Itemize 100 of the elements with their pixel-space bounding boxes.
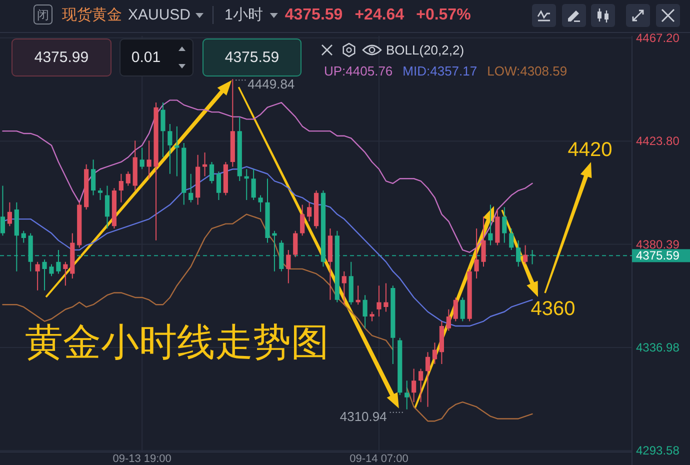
candlestick [216,171,222,200]
candlestick [467,268,472,322]
annotation: 4375.59 [224,49,280,66]
text: 黄金小时线走势图 [25,322,329,364]
candlestick [398,338,402,395]
candlestick [84,164,89,210]
annotation: 4375.99 [34,49,89,66]
candlestick [530,250,535,264]
candlestick [230,79,235,167]
text: 4375.59 [284,6,343,24]
candlestick [42,259,47,290]
candlestick [140,148,144,170]
candlestick [293,230,298,258]
candlestick [244,169,249,200]
candlestick [174,126,180,176]
candlestick [168,124,172,174]
text: 4420 [568,139,612,161]
candlestick [286,250,291,284]
candlestick [418,368,424,402]
text: 闭 [37,8,49,22]
candlestick [523,245,528,264]
candlestick [334,230,340,302]
candlestick [126,171,130,186]
annotation: 4449.84 [248,76,295,92]
candlestick [223,162,228,196]
candlestick [63,262,68,286]
candlestick [342,271,346,305]
annotation: 0.01 [131,49,161,66]
candlestick [21,230,26,243]
candlestick [432,342,438,364]
candlestick [279,240,284,272]
candlestick [474,228,479,278]
candlestick [356,286,360,305]
candlestick [265,178,270,243]
candlestick [446,309,451,331]
candlestick [314,190,319,229]
candlestick [439,321,444,364]
candlestick [104,186,110,229]
candlestick [209,162,214,184]
candlestick [237,116,242,182]
candlestick [272,230,277,272]
candlestick [509,228,514,250]
candlestick [56,250,61,274]
candlestick [328,228,333,300]
text: UP:4405.76 [324,64,393,78]
candlestick [453,297,458,322]
candlestick [154,102,158,240]
candlestick [35,262,40,290]
candlestick [348,262,354,305]
candlestick [370,312,374,322]
y-tick-label: 4423.80 [636,134,680,148]
text: MID:4357.17 [402,64,478,78]
candlestick [196,154,200,205]
text: +24.64 [354,6,404,24]
candlestick [425,352,430,407]
annotation: 4360 [530,298,576,320]
candlestick [300,204,305,236]
candlestick [307,202,312,222]
text: LOW:4308.59 [487,64,568,78]
candlestick [7,202,12,226]
candlestick [460,297,465,322]
y-tick-label: 4380.39 [636,237,680,252]
candlestick [258,195,263,212]
y-tick-label: 4293.58 [636,444,680,458]
ref-line-label: 4375.59 [636,248,680,263]
candlestick [495,210,500,246]
candlestick [0,186,6,236]
text: +0.57% [416,6,471,24]
candlestick [132,140,138,191]
line-series [2,100,533,253]
x-tick-label: 09-14 07:00 [350,453,408,465]
y-tick-label: 4467.20 [636,30,680,45]
legend-title: BOLL(20,2,2) [386,42,464,58]
candlestick [112,188,117,229]
candlestick [188,174,194,202]
candlestick [390,286,396,364]
text: 现货黄金 [62,6,122,24]
candlestick [384,283,388,312]
candlestick [516,240,521,267]
candlestick [160,102,166,158]
candlestick [91,160,96,196]
candlestick [412,368,416,402]
candlestick [77,202,82,248]
candlestick [146,140,152,179]
candlestick [481,216,486,267]
candlestick [502,207,507,243]
text: 1小时 [224,6,263,24]
candlestick [202,152,208,176]
candlestick [404,380,410,410]
candlestick [70,233,75,278]
candlestick [118,174,124,202]
x-tick-label: 09-13 19:00 [112,453,172,465]
annotation: 4310.94 [340,408,387,424]
candlestick [488,204,493,246]
candlestick [182,142,186,205]
candlestick [14,202,19,272]
y-tick-label: 4336.98 [636,340,680,354]
candlestick [28,233,33,272]
text: XAUUSD [128,6,191,24]
candlestick [49,264,54,276]
